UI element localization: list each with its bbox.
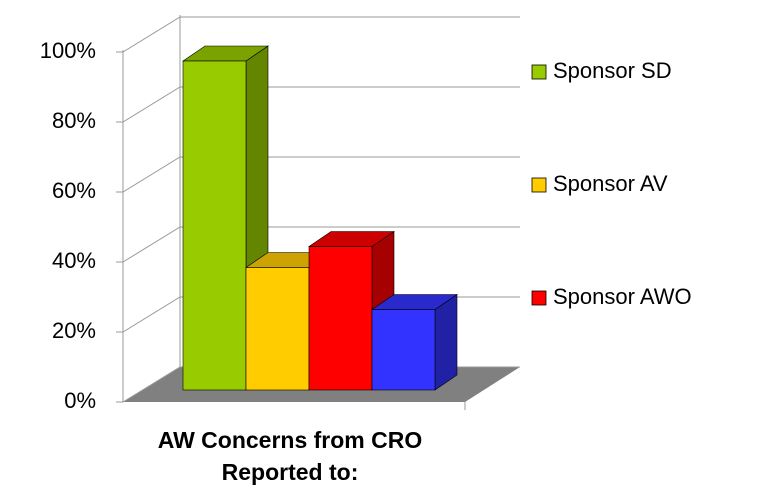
y-tick-label: 40% xyxy=(52,248,96,273)
bar xyxy=(245,267,310,391)
y-tick-label: 20% xyxy=(52,318,96,343)
y-tick-label: 60% xyxy=(52,178,96,203)
bar xyxy=(371,309,436,391)
y-tick-label: 0% xyxy=(64,388,96,413)
bar xyxy=(182,60,247,391)
y-tick-label: 100% xyxy=(40,38,96,63)
x-axis-label: AW Concerns from CRO Reported to: xyxy=(157,427,423,485)
legend-label: Sponsor AV xyxy=(553,171,668,196)
y-tick-label: 80% xyxy=(52,108,96,133)
grid-line xyxy=(122,226,520,263)
legend-swatch xyxy=(531,290,547,306)
legend-swatch xyxy=(531,177,547,193)
legend-label: Sponsor AWO xyxy=(553,284,692,309)
legend-label: Sponsor SD xyxy=(553,58,672,83)
bar-side xyxy=(434,293,458,391)
grid-line xyxy=(122,86,520,123)
legend-swatch xyxy=(531,64,547,80)
grid-line xyxy=(122,156,520,193)
bar xyxy=(308,246,373,391)
grid-line xyxy=(122,16,520,53)
